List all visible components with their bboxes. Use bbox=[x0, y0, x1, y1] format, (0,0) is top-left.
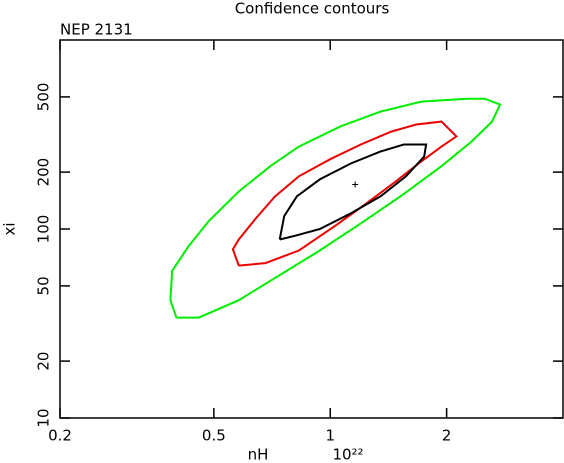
contour-line bbox=[169, 97, 502, 319]
x-axis-label: nH bbox=[248, 446, 269, 463]
x-tick-label: 0.5 bbox=[202, 427, 226, 445]
y-tick-label: 50 bbox=[35, 276, 53, 295]
x-tick-label: 2 bbox=[442, 427, 452, 445]
y-tick-label: 100 bbox=[35, 215, 53, 244]
x-tick-label: 1 bbox=[325, 427, 335, 445]
y-tick-label: 500 bbox=[35, 83, 53, 112]
contour-line bbox=[278, 143, 428, 241]
x-tick-label: 0.2 bbox=[48, 427, 72, 445]
chart-title: Confidence contours bbox=[235, 0, 390, 18]
y-tick-label: 200 bbox=[35, 158, 53, 187]
y-axis-label: xi bbox=[1, 222, 19, 235]
plot-frame bbox=[59, 39, 564, 419]
best-fit-marker bbox=[352, 181, 359, 188]
chart-subtitle: NEP 2131 bbox=[60, 21, 133, 39]
y-tick-label: 20 bbox=[35, 352, 53, 371]
x-axis-unit: 10²² bbox=[332, 446, 363, 463]
y-tick-label: 10 bbox=[35, 408, 53, 427]
contour-line bbox=[231, 120, 458, 267]
